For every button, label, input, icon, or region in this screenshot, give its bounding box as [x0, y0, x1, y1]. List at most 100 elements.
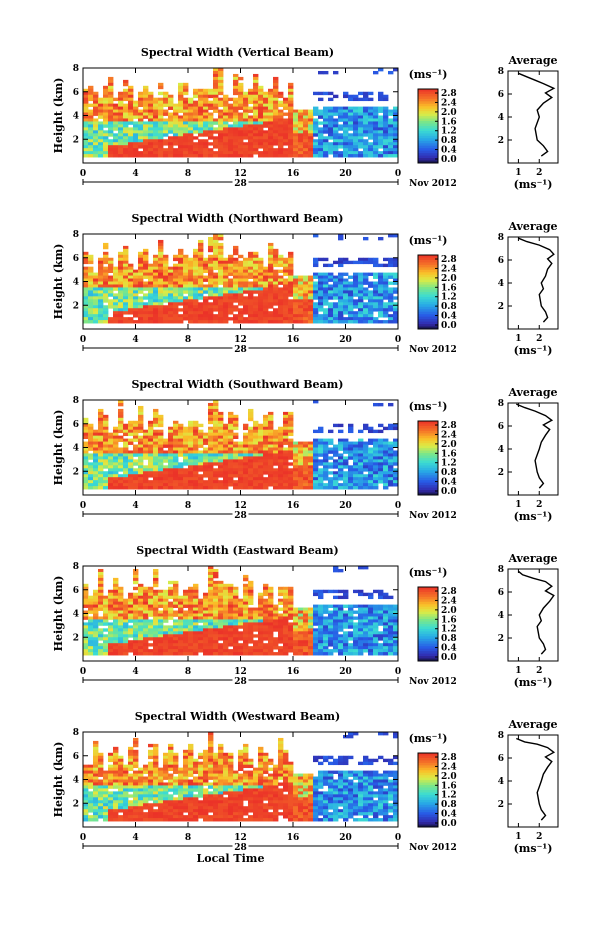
heatmap-cell — [288, 299, 294, 303]
heatmap-cell — [273, 311, 279, 315]
heatmap-cell — [193, 103, 199, 107]
heatmap-cell — [343, 293, 349, 297]
heatmap-cell — [298, 142, 304, 146]
heatmap-cell — [303, 462, 309, 466]
heatmap-cell — [203, 435, 209, 439]
heatmap-cell — [148, 127, 154, 131]
heatmap-cell — [98, 447, 104, 451]
heatmap-cell — [353, 450, 359, 454]
heatmap-cell — [258, 260, 264, 265]
heatmap-cell — [323, 281, 329, 285]
heatmap-cell — [228, 480, 234, 484]
heatmap-cell — [203, 607, 209, 611]
heatmap-cell — [158, 254, 164, 259]
heatmap-cell — [283, 426, 289, 431]
heatmap-cell — [328, 462, 334, 466]
y-tick-label: 8 — [73, 64, 79, 74]
heatmap-cell — [133, 640, 139, 644]
heatmap-cell — [273, 97, 279, 102]
heatmap-cell — [198, 290, 204, 294]
heatmap-cell — [83, 589, 89, 594]
heatmap-cell — [138, 305, 144, 309]
heatmap-cell — [288, 438, 294, 442]
heatmap-cell — [228, 296, 234, 300]
heatmap-cell — [303, 465, 309, 469]
heatmap-cell — [328, 302, 334, 306]
heatmap-cell — [228, 477, 234, 481]
heatmap-cell — [143, 124, 149, 128]
heatmap-cell — [198, 293, 204, 297]
heatmap-cell — [143, 432, 149, 437]
heatmap-cell — [268, 115, 274, 119]
heatmap-cell — [198, 486, 204, 490]
heatmap-cell — [203, 643, 209, 647]
heatmap-cell — [238, 477, 244, 481]
heatmap-cell — [293, 130, 299, 134]
heatmap-cell — [213, 248, 219, 253]
heatmap-cell — [108, 263, 114, 268]
heatmap-cell — [303, 115, 309, 119]
heatmap-cell — [228, 483, 234, 487]
heatmap-cell — [118, 417, 124, 422]
heatmap-cell — [358, 317, 364, 321]
heatmap-cell — [208, 631, 214, 635]
heatmap-cell — [163, 598, 169, 603]
colorbar-segment — [418, 267, 438, 271]
heatmap-cell — [368, 296, 374, 300]
heatmap-cell — [248, 94, 254, 99]
heatmap-cell — [243, 447, 249, 451]
heatmap-cell — [118, 121, 124, 125]
heatmap-cell — [283, 287, 289, 291]
heatmap-cell — [243, 607, 249, 611]
heatmap-cell — [358, 429, 364, 434]
heatmap-cell — [163, 290, 169, 294]
heatmap-cell — [118, 257, 124, 262]
x-tick-label: 4 — [132, 335, 138, 345]
colorbar-segment — [418, 292, 438, 295]
heatmap-cell — [143, 142, 149, 146]
heatmap-cell — [98, 453, 104, 457]
heatmap-cell — [208, 477, 214, 481]
heatmap-cell — [98, 287, 104, 291]
heatmap-cell — [198, 435, 204, 439]
heatmap-cell — [163, 483, 169, 487]
heatmap-cell — [133, 106, 139, 110]
heatmap-cell — [273, 441, 279, 445]
heatmap-cell — [268, 444, 274, 448]
heatmap-cell — [258, 94, 264, 99]
heatmap-cell — [378, 106, 384, 110]
heatmap-cell — [138, 610, 144, 614]
heatmap-cell — [388, 257, 394, 262]
heatmap-cell — [368, 317, 374, 321]
heatmap-cell — [218, 302, 224, 306]
heatmap-cell — [293, 290, 299, 294]
heatmap-cell — [373, 438, 379, 442]
heatmap-cell — [388, 145, 394, 149]
heatmap-cell — [83, 646, 89, 650]
heatmap-cell — [308, 281, 314, 285]
heatmap-cell — [223, 124, 229, 128]
heatmap-cell — [253, 109, 259, 113]
heatmap-cell — [203, 637, 209, 641]
colorbar-tick-label: 2.8 — [441, 89, 457, 99]
heatmap-cell — [258, 139, 264, 143]
heatmap-cell — [238, 450, 244, 454]
heatmap-cell — [143, 133, 149, 137]
heatmap-cell — [143, 85, 149, 90]
heatmap-cell — [88, 423, 94, 428]
heatmap-cell — [178, 109, 184, 113]
heatmap-cell — [188, 136, 194, 140]
heatmap-cell — [243, 278, 249, 282]
heatmap-cell — [388, 148, 394, 152]
heatmap-cell — [138, 453, 144, 457]
heatmap-cell — [268, 242, 274, 247]
heatmap-cell — [233, 91, 239, 96]
heatmap-cell — [213, 453, 219, 457]
heatmap-cell — [198, 429, 204, 434]
heatmap-cell — [168, 586, 174, 591]
heatmap-cell — [353, 486, 359, 490]
heatmap-cell — [213, 278, 219, 282]
heatmap-cell — [188, 604, 194, 608]
heatmap-cell — [288, 426, 294, 431]
heatmap-cell — [223, 474, 229, 478]
